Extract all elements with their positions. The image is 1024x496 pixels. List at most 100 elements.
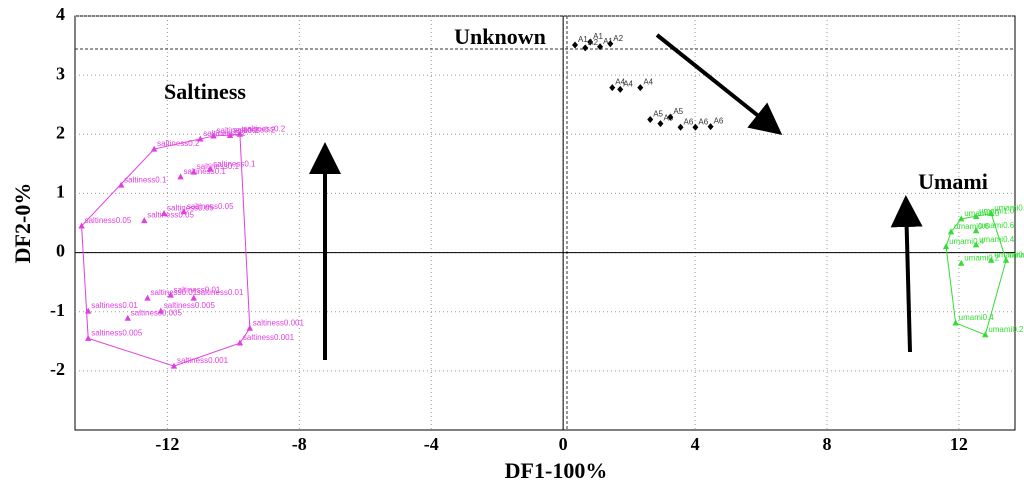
data-point	[236, 130, 244, 137]
data-point	[958, 259, 965, 266]
data-point	[197, 135, 204, 142]
data-point	[667, 113, 674, 121]
point-label: A6	[698, 117, 708, 126]
data-point	[942, 243, 950, 250]
data-point	[1002, 256, 1010, 263]
data-point	[982, 331, 989, 338]
marks: saltiness0.2saltiness0.2saltiness0.2salt…	[78, 32, 1024, 369]
point-label: saltiness0.001	[243, 333, 295, 342]
arrow	[655, 33, 783, 135]
point-label: saltiness0.01	[174, 285, 221, 294]
point-label: saltiness0.2	[217, 126, 260, 135]
data-point	[972, 212, 980, 219]
point-label: saltiness0.2	[203, 129, 246, 138]
point-label: saltiness0.005	[91, 328, 143, 337]
point-label: saltiness0.005	[164, 301, 216, 310]
point-label: saltiness0.05	[147, 211, 194, 220]
data-point	[150, 145, 158, 152]
annotation: Saltiness	[164, 79, 246, 104]
point-label: saltiness0.05	[85, 216, 132, 225]
data-point	[572, 41, 579, 49]
point-label: umami0.2	[1009, 250, 1024, 259]
point-label: umami0.4	[979, 235, 1015, 244]
point-label: A1	[603, 37, 613, 46]
point-label: umami1.0	[979, 207, 1015, 216]
data-point	[78, 222, 85, 229]
point-label: A6	[684, 117, 694, 126]
point-label: A4	[615, 78, 625, 87]
y-tick-label: 3	[56, 63, 65, 83]
data-point	[144, 294, 151, 301]
point-label: A6	[714, 117, 724, 126]
data-point	[972, 227, 980, 234]
point-label: umami1.0	[964, 209, 1000, 218]
y-axis-label: DF2-0%	[10, 183, 35, 264]
data-point	[190, 294, 197, 301]
x-tick-label: -12	[155, 434, 179, 454]
data-point	[707, 123, 714, 131]
data-point	[958, 215, 965, 222]
point-label: umami0.2	[994, 250, 1024, 259]
data-point	[952, 319, 959, 326]
point-label: saltiness0.05	[167, 204, 214, 213]
data-point	[657, 120, 664, 128]
point-label: saltiness0.1	[124, 175, 167, 184]
x-tick-label: 8	[823, 434, 832, 454]
x-axis-label: DF1-100%	[505, 458, 608, 483]
point-label: A5	[673, 107, 683, 116]
data-point	[236, 339, 244, 346]
data-point	[607, 40, 614, 48]
point-label: saltiness0.001	[177, 356, 229, 365]
data-point	[972, 241, 980, 248]
data-point	[246, 324, 254, 331]
point-label: umami0.8	[994, 204, 1024, 213]
x-tick-label: 0	[559, 434, 568, 454]
data-point	[210, 132, 217, 139]
point-label: saltiness0.1	[197, 162, 240, 171]
point-label: umami0.2	[964, 253, 1000, 262]
y-tick-label: 1	[56, 182, 65, 202]
x-tick-label: 12	[950, 434, 968, 454]
y-tick-label: -1	[50, 300, 65, 320]
point-label: A1	[578, 35, 588, 44]
point-label: saltiness0.1	[213, 159, 256, 168]
data-point	[226, 131, 234, 138]
point-label: umami0.4	[959, 313, 995, 322]
data-point	[177, 173, 184, 180]
point-label: A4	[623, 79, 633, 88]
arrow	[890, 195, 923, 353]
annotation: Unknown	[454, 24, 546, 49]
y-tick-label: 4	[56, 4, 65, 24]
point-label: saltiness0.2	[233, 126, 276, 135]
data-point	[677, 123, 684, 131]
point-label: saltiness0.05	[187, 202, 234, 211]
point-label: saltiness0.01	[91, 301, 138, 310]
point-label: umami0.4	[949, 237, 985, 246]
y-tick-label: 0	[56, 241, 65, 261]
data-point	[157, 307, 164, 314]
data-point	[84, 307, 92, 314]
data-point	[84, 334, 92, 341]
data-point	[190, 168, 197, 175]
data-point	[170, 362, 178, 369]
y-tick-label: 2	[56, 122, 65, 142]
data-point	[692, 123, 699, 131]
point-label: saltiness0.2	[243, 124, 286, 133]
group-hull	[945, 212, 1007, 336]
data-point	[160, 210, 168, 217]
point-label: saltiness0.001	[253, 318, 305, 327]
data-point	[141, 217, 148, 224]
point-label: A2	[588, 38, 598, 47]
point-label: A4	[643, 78, 653, 87]
data-point	[637, 84, 644, 92]
data-point	[582, 44, 589, 52]
data-point	[587, 38, 594, 46]
data-point	[117, 181, 125, 188]
data-point	[124, 314, 131, 321]
data-point	[988, 256, 995, 263]
point-label: A1	[593, 32, 603, 41]
y-tick-label: -2	[50, 359, 65, 379]
data-point	[207, 165, 214, 172]
